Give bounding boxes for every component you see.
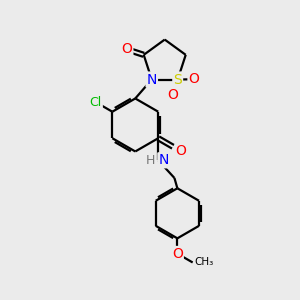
Text: O: O: [172, 247, 183, 261]
Text: O: O: [176, 145, 187, 158]
Text: O: O: [167, 88, 178, 102]
Text: H: H: [145, 154, 155, 167]
Text: N: N: [147, 73, 157, 86]
Text: O: O: [188, 72, 199, 86]
Text: CH₃: CH₃: [194, 257, 213, 268]
Text: N: N: [158, 153, 169, 167]
Text: S: S: [173, 73, 182, 86]
Text: O: O: [122, 42, 132, 56]
Text: Cl: Cl: [90, 96, 102, 109]
